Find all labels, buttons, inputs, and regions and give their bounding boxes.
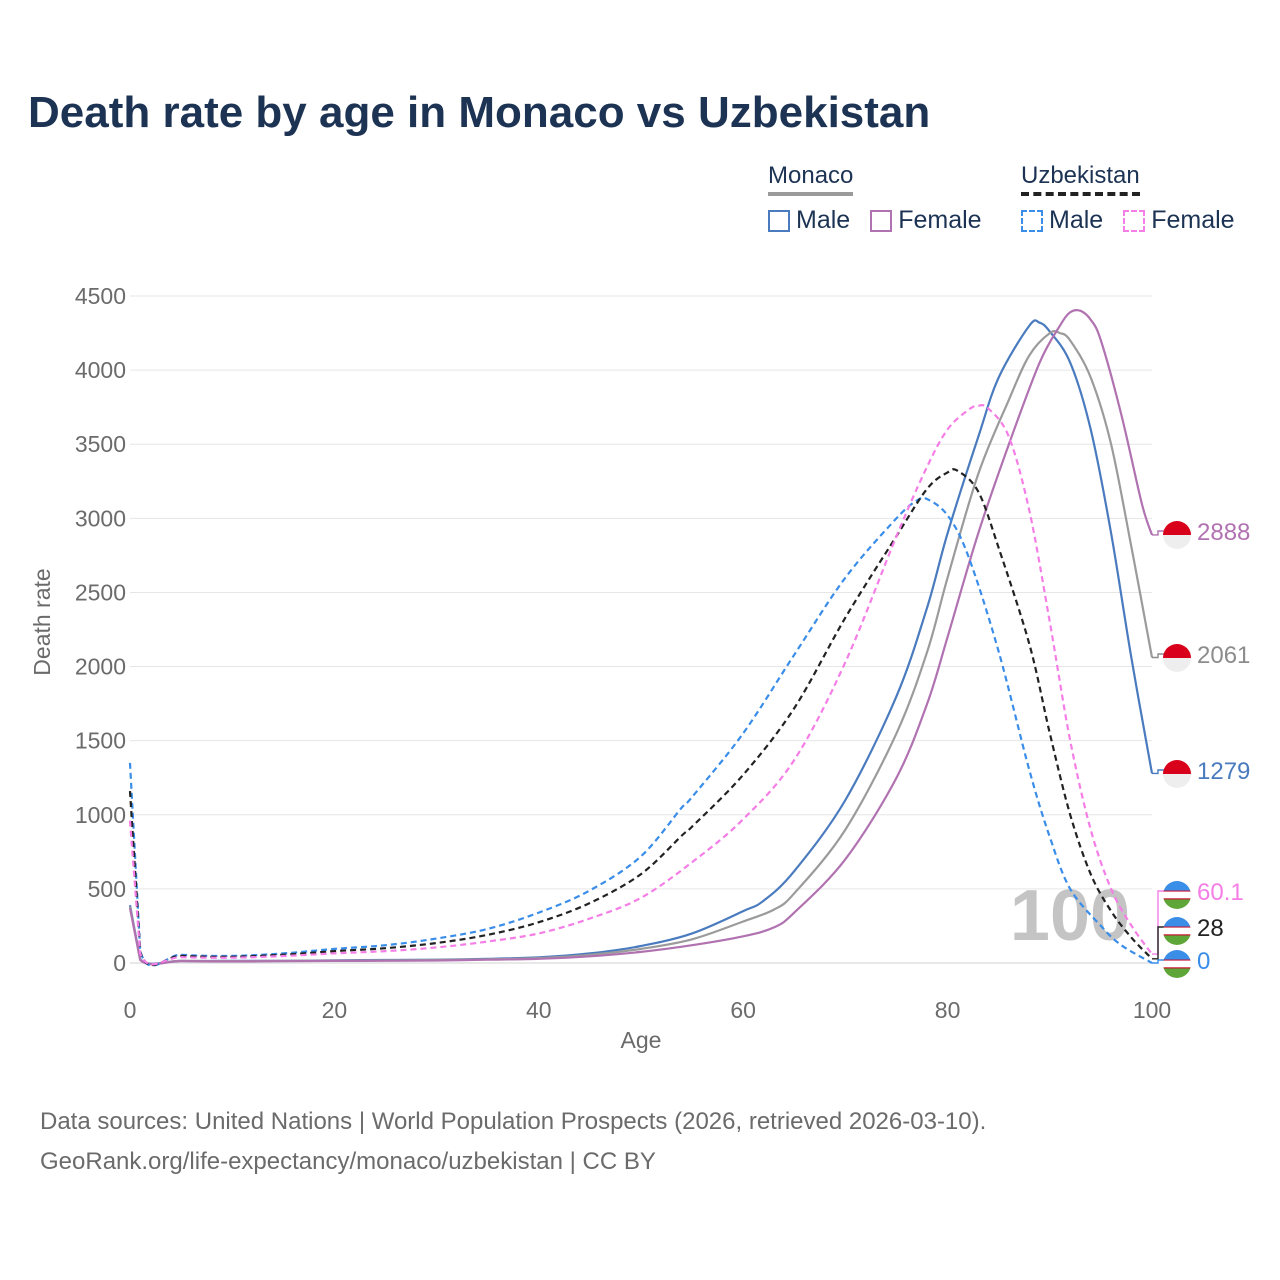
y-tick-label: 1500	[75, 728, 126, 754]
end-value-label: 28	[1197, 915, 1224, 942]
series-line-uzbekistan-total	[128, 468, 1153, 967]
y-tick-label: 2500	[75, 579, 126, 605]
monaco-flag-icon	[1163, 521, 1191, 549]
y-tick-label: 1000	[75, 802, 126, 828]
legend-uzbekistan-female-swatch	[1123, 209, 1146, 232]
legend-monaco-female-swatch	[870, 209, 893, 232]
uzbekistan-flag-icon	[1163, 917, 1191, 945]
end-label-leader	[1152, 653, 1164, 659]
y-axis-title: Death rate	[29, 568, 55, 675]
y-tick-label: 0	[113, 950, 126, 976]
y-tick-label: 3500	[75, 431, 126, 457]
series-line-monaco-male	[128, 319, 1154, 965]
legend-monaco-female-label: Female	[898, 206, 982, 234]
legend-monaco-heading: Monaco	[768, 162, 854, 196]
end-label-leader	[1152, 530, 1164, 536]
x-tick-label: 60	[730, 997, 756, 1023]
footer-source: Data sources: United Nations | World Pop…	[40, 1108, 987, 1135]
x-tick-label: 100	[1133, 997, 1171, 1023]
series-line-uzbekistan-female	[128, 404, 1153, 966]
y-tick-label: 4000	[75, 357, 126, 383]
legend-uzbekistan-male-swatch	[1021, 209, 1043, 232]
monaco-flag-icon	[1163, 644, 1191, 672]
x-tick-label: 20	[322, 997, 348, 1023]
end-value-label: 2888	[1197, 519, 1250, 546]
end-value-label: 2061	[1197, 642, 1250, 669]
series-line-monaco-total	[128, 329, 1154, 966]
x-tick-label: 40	[526, 997, 552, 1023]
y-tick-label: 500	[88, 876, 126, 902]
series-line-monaco-female	[128, 308, 1154, 966]
series-line-uzbekistan-male	[128, 496, 1153, 967]
chart-title: Death rate by age in Monaco vs Uzbekista…	[28, 88, 931, 137]
uzbekistan-flag-icon	[1163, 881, 1191, 909]
legend-monaco: Monaco Male Female	[768, 162, 1002, 235]
uzbekistan-flag-icon	[1163, 950, 1191, 978]
y-tick-label: 4500	[75, 283, 126, 309]
x-axis-title: Age	[621, 1027, 662, 1053]
y-tick-label: 2000	[75, 654, 126, 680]
legend-monaco-male-swatch	[768, 209, 790, 232]
legend-uzbekistan: Uzbekistan Male Female	[1021, 162, 1235, 235]
end-label-leader	[1152, 926, 1164, 960]
legend-monaco-male-label: Male	[796, 206, 851, 234]
legend-uzbekistan-male-label: Male	[1049, 206, 1104, 234]
legend-uzbekistan-heading: Uzbekistan	[1021, 162, 1140, 196]
x-tick-label: 80	[935, 997, 961, 1023]
x-tick-label: 0	[124, 997, 137, 1023]
end-label-leader	[1152, 769, 1164, 775]
end-value-label: 0	[1197, 948, 1210, 975]
legend-uzbekistan-female-label: Female	[1151, 206, 1235, 234]
footer-attribution: GeoRank.org/life-expectancy/monaco/uzbek…	[40, 1148, 656, 1175]
monaco-flag-icon	[1163, 760, 1191, 788]
end-label-leader	[1152, 890, 1164, 955]
y-tick-label: 3000	[75, 505, 126, 531]
end-value-label: 60.1	[1197, 879, 1244, 906]
end-value-label: 1279	[1197, 758, 1250, 785]
end-label-leader	[1152, 959, 1164, 964]
